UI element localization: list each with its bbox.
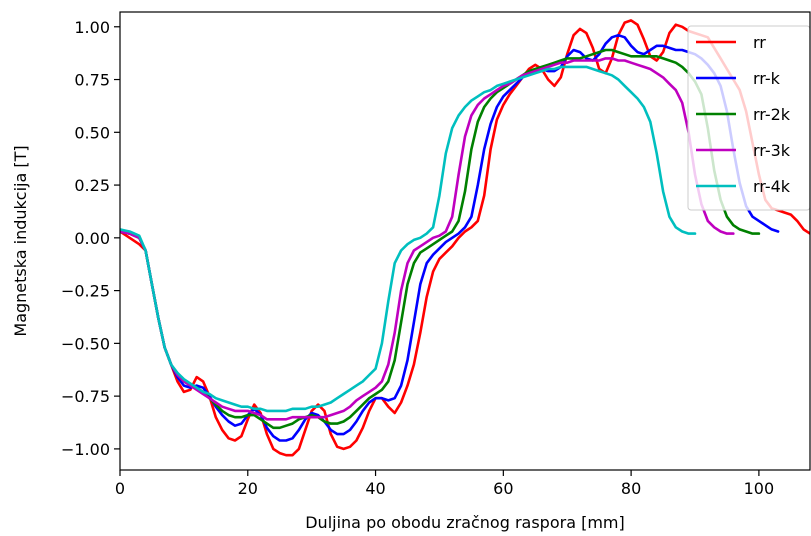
x-tick-label: 20: [238, 479, 258, 498]
y-tick-label: −0.75: [61, 387, 110, 406]
legend-label-rr: rr: [753, 33, 766, 52]
y-tick-label: 1.00: [74, 18, 110, 37]
x-axis-label: Duljina po obodu zračnog raspora [mm]: [305, 513, 625, 532]
legend-label-rr-2k: rr-2k: [753, 105, 791, 124]
plot-frame: [119, 11, 811, 471]
x-tick-label: 40: [365, 479, 385, 498]
series-line-rr-2k: [120, 48, 761, 430]
x-tick-label: 0: [115, 479, 125, 498]
legend: rr rr-k rr-2k rr-3k rr-4k: [687, 25, 811, 211]
y-tick-label: 0.50: [74, 123, 110, 142]
x-tick-label: 80: [621, 479, 641, 498]
x-tick-label: 100: [744, 479, 775, 498]
y-tick-label: −0.25: [61, 282, 110, 301]
legend-entries: rr rr-k rr-2k rr-3k rr-4k: [696, 33, 791, 196]
y-axis: −1.00 −0.75 −0.50 −0.25 0.00 0.25 0.50 0.75 1.00: [61, 18, 120, 459]
legend-label-rr-4k: rr-4k: [753, 177, 791, 196]
y-tick-label: 0.00: [74, 229, 110, 248]
y-tick-label: 0.75: [74, 71, 110, 90]
x-axis: 0 20 40 60 80 100: [115, 470, 774, 498]
y-tick-label: 0.25: [74, 176, 110, 195]
y-axis-label: Magnetska indukcija [T]: [11, 145, 30, 336]
legend-box: [687, 25, 811, 211]
legend-label-rr-3k: rr-3k: [753, 141, 791, 160]
y-tick-label: −1.00: [61, 440, 110, 459]
series-line-rr-4k: [120, 65, 697, 413]
legend-label-rr-k: rr-k: [753, 69, 781, 88]
y-tick-label: −0.50: [61, 334, 110, 353]
x-tick-label: 60: [493, 479, 513, 498]
series-line-rr-3k: [120, 57, 735, 421]
series-line-rr-k: [120, 33, 780, 442]
